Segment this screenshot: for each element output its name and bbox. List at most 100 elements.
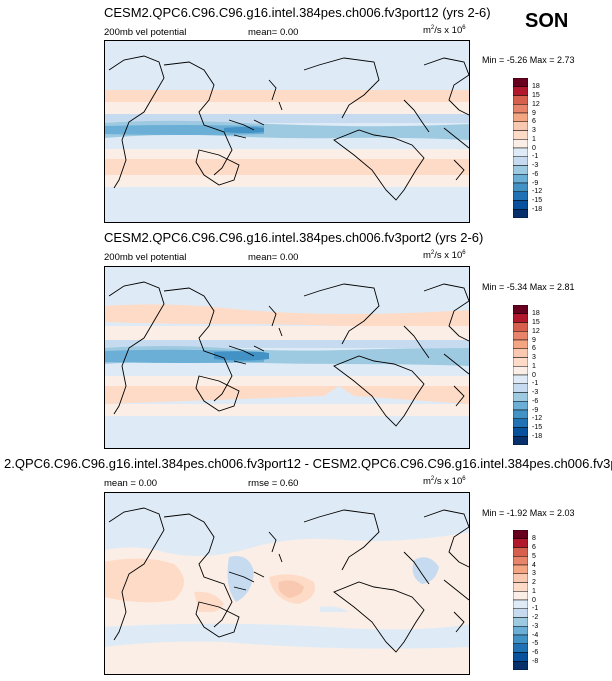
panel2-colorbar-labels: 18 15 12 9 6 3 1 0 -1 -3 -6 -9 -12 -15 -18 [532,305,572,445]
colorbar-swatch [513,573,528,583]
map-frame [104,266,470,449]
colorbar-swatch [513,374,528,384]
colorbar-tick-label: -6 [532,170,539,178]
colorbar-tick-label: 5 [532,552,536,560]
colorbar-tick-label: -3 [532,389,539,396]
colorbar-swatch [513,313,528,323]
colorbar-tick-label: -3 [532,162,539,169]
panel3-units: m2/s x 106 [423,476,466,488]
colorbar-tick-label: -3 [532,622,539,630]
colorbar-swatch [513,182,528,192]
panel1-map [104,40,470,223]
colorbar-swatch [513,617,528,627]
panel1-minmax: Min = -5.26 Max = 2.73 [482,55,575,65]
colorbar-tick-label: 9 [532,109,536,117]
colorbar-swatch [513,418,528,428]
colorbar-tick-label: -1 [532,153,539,161]
season-label: SON [525,10,569,32]
colorbar-swatch [513,348,528,358]
map-frame [104,492,470,675]
colorbar-tick-label: -9 [532,406,539,414]
colorbar-tick-label: 1 [532,587,536,595]
colorbar-tick-label: -6 [532,649,539,656]
colorbar-tick-label: -4 [532,631,539,639]
colorbar-swatch [513,174,528,184]
colorbar-tick-label: 15 [532,319,540,326]
colorbar-tick-label: 1 [532,135,536,143]
colorbar-tick-label: 18 [532,83,540,91]
panel2-map [104,266,470,449]
colorbar-swatch [513,608,528,618]
colorbar-swatch [513,156,528,166]
colorbar-tick-label: 18 [532,310,540,318]
colorbar-swatch [513,78,528,87]
panel1-title: CESM2.QPC6.C96.C96.g16.intel.384pes.ch00… [104,5,491,20]
colorbar-swatch [513,121,528,131]
colorbar-swatch [513,322,528,332]
panel1-colorbar-labels: 18 15 12 9 6 3 1 0 -1 -3 -6 -9 -12 -15 -18 [532,78,572,218]
colorbar-swatch [513,305,528,314]
colorbar-tick-label: 8 [532,535,536,543]
colorbar-swatch [513,147,528,157]
colorbar-tick-label: 1 [532,362,536,370]
panel3-rmse-label: rmse = 0.60 [248,478,299,489]
colorbar-swatch [513,104,528,114]
colorbar-swatch [513,634,528,644]
colorbar-swatch [513,643,528,653]
colorbar-tick-label: -12 [532,188,543,196]
colorbar-tick-label: -8 [532,657,539,665]
colorbar-swatch [513,538,528,548]
colorbar-tick-label: 0 [532,596,536,604]
colorbar-tick-label: -1 [532,380,539,388]
colorbar-swatch [513,591,528,601]
colorbar-swatch [513,661,528,670]
colorbar-tick-label: 0 [532,371,536,379]
colorbar-tick-label: 4 [532,561,536,569]
colorbar-tick-label: 6 [532,544,536,551]
colorbar-tick-label: -6 [532,397,539,405]
panel2-title: CESM2.QPC6.C96.C96.g16.intel.384pes.ch00… [104,230,484,245]
panel3-map [104,492,470,675]
coastlines [108,507,470,653]
colorbar-swatch [513,95,528,105]
colorbar-swatch [513,409,528,419]
panel2-field-label: 200mb vel potential [104,252,187,263]
colorbar-swatch [513,427,528,437]
colorbar-tick-label: -15 [532,197,543,204]
panel1-units: m2/s x 106 [423,25,466,37]
colorbar-tick-label: -18 [532,432,543,440]
colorbar-tick-label: 3 [532,570,536,578]
colorbar-swatch [513,130,528,140]
colorbar-swatch [513,599,528,609]
panel2-colorbar [513,305,528,445]
colorbar-swatch [513,652,528,662]
colorbar-swatch [513,200,528,210]
colorbar-tick-label: 0 [532,144,536,152]
colorbar-swatch [513,112,528,122]
colorbar-tick-label: -1 [532,605,539,613]
colorbar-tick-label: 3 [532,354,536,361]
panel3-colorbar [513,530,528,670]
map-frame [104,40,470,223]
colorbar-swatch [513,86,528,96]
panel2-units: m2/s x 106 [423,250,466,262]
colorbar-tick-label: -9 [532,179,539,187]
panel3-minmax: Min = -1.92 Max = 2.03 [482,508,575,518]
colorbar-tick-label: 3 [532,127,536,134]
panel3-title: 2.QPC6.C96.C96.g16.intel.384pes.ch006.fv… [4,456,612,471]
colorbar-tick-label: 15 [532,92,540,99]
colorbar-swatch [513,383,528,393]
colorbar-swatch [513,331,528,341]
colorbar-swatch [513,339,528,349]
colorbar-swatch [513,357,528,367]
coastlines [108,281,470,427]
colorbar-swatch [513,366,528,376]
coastlines [108,55,470,201]
panel1-mean-label: mean= 0.00 [248,27,299,38]
colorbar-swatch [513,401,528,411]
panel3-mean-label: mean = 0.00 [104,478,158,489]
colorbar-swatch [513,547,528,557]
colorbar-swatch [513,392,528,402]
colorbar-swatch [513,139,528,149]
colorbar-swatch [513,582,528,592]
